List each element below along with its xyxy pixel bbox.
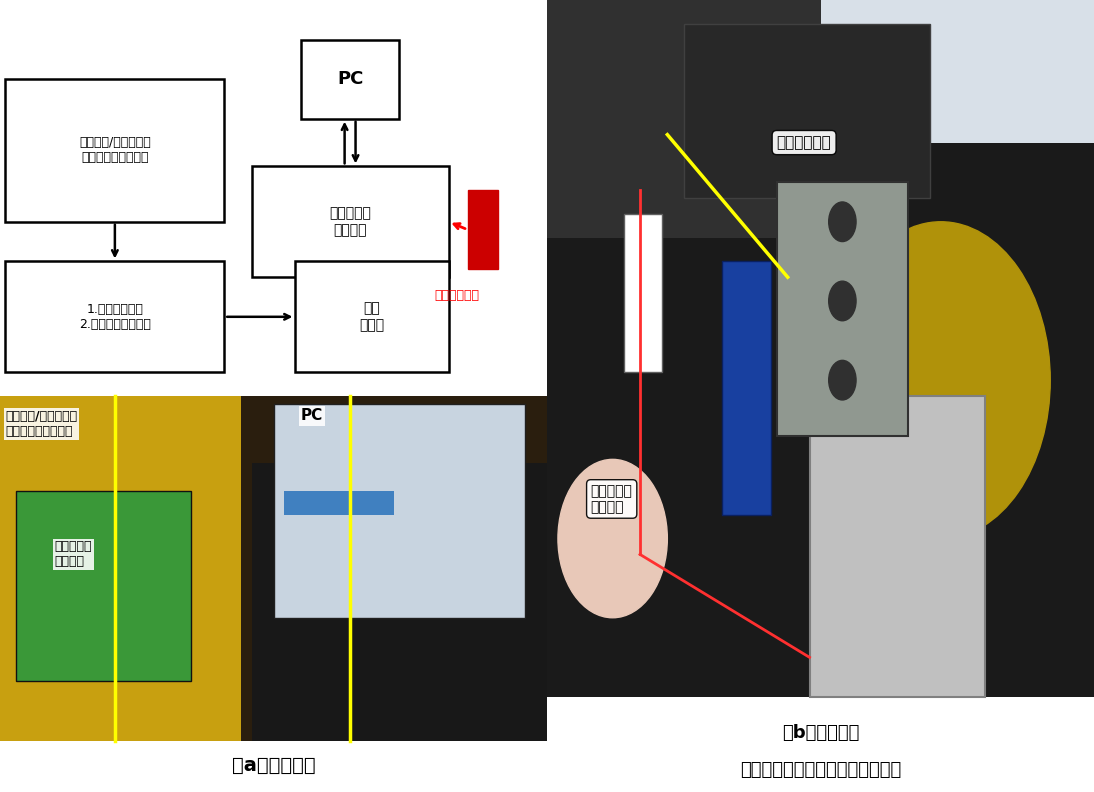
Text: （a）试验系统: （a）试验系统 <box>232 756 315 775</box>
Bar <box>684 24 930 198</box>
Circle shape <box>829 360 856 400</box>
Text: 信号采集与
调理设备: 信号采集与 调理设备 <box>55 540 92 569</box>
Bar <box>284 491 394 515</box>
Bar <box>722 261 771 515</box>
Text: PC: PC <box>337 70 363 88</box>
Bar <box>624 214 662 372</box>
Text: 断路器分/合闸控制器
（机械特性测试仪）: 断路器分/合闸控制器 （机械特性测试仪） <box>79 136 151 165</box>
Bar <box>547 0 1094 697</box>
Bar <box>793 0 1094 143</box>
Circle shape <box>829 202 856 242</box>
Bar <box>0 0 547 396</box>
Circle shape <box>831 222 1050 539</box>
Bar <box>274 404 525 618</box>
Bar <box>295 261 449 372</box>
Bar <box>547 0 820 238</box>
Bar <box>468 190 498 269</box>
Bar <box>301 40 399 119</box>
Bar <box>0 396 241 741</box>
Text: 高压
断路器: 高压 断路器 <box>360 302 384 332</box>
Circle shape <box>558 459 667 618</box>
Bar <box>252 463 547 741</box>
Text: （b）操动机构: （b）操动机构 <box>782 724 859 741</box>
Text: 加速度传感器: 加速度传感器 <box>434 289 479 302</box>
Text: 1.直流控制信号
2.电机直流供电电源: 1.直流控制信号 2.电机直流供电电源 <box>79 303 151 331</box>
Text: 加速度传感器: 加速度传感器 <box>777 135 831 150</box>
Text: 内部结构及加速度传感器固定位置: 内部结构及加速度传感器固定位置 <box>740 761 901 779</box>
Bar <box>16 491 191 681</box>
Bar <box>5 79 224 222</box>
Circle shape <box>829 281 856 321</box>
Bar <box>252 166 449 277</box>
Text: PC: PC <box>301 409 323 423</box>
Text: 高压断路器
操动机构: 高压断路器 操动机构 <box>591 484 632 514</box>
Text: 断路器分/合闸控制器
（机械特性测试仪）: 断路器分/合闸控制器 （机械特性测试仪） <box>5 409 78 438</box>
Bar <box>810 396 985 697</box>
Bar <box>5 261 224 372</box>
Bar <box>0 396 547 741</box>
Bar <box>777 182 908 436</box>
Text: 信号采集与
调理设备: 信号采集与 调理设备 <box>329 207 371 237</box>
